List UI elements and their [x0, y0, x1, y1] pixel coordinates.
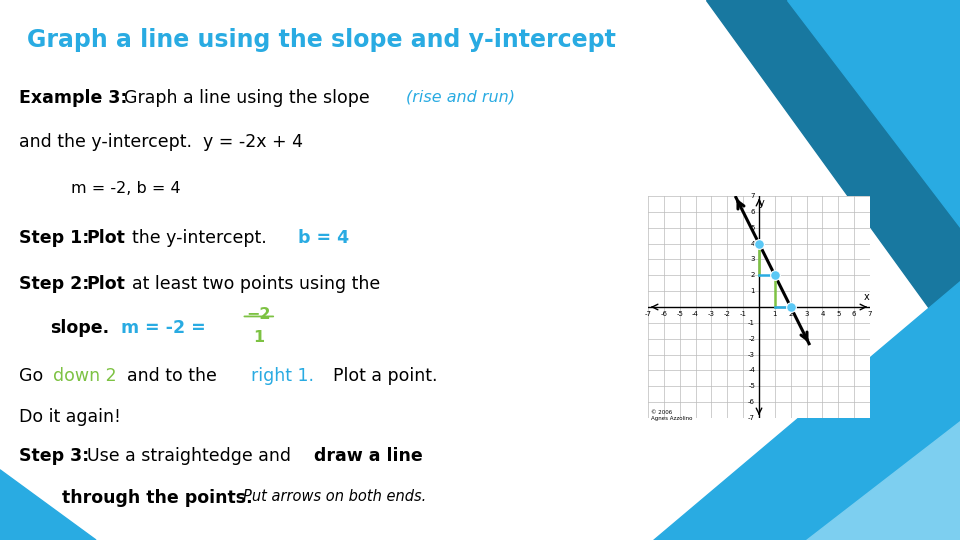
Text: 4: 4	[820, 311, 825, 317]
Text: 5: 5	[751, 225, 755, 231]
Text: and to the: and to the	[127, 367, 217, 385]
Text: m: m	[121, 319, 138, 337]
Text: x: x	[863, 292, 869, 302]
Text: -3: -3	[708, 311, 715, 317]
Text: 4: 4	[751, 241, 755, 247]
Text: 3: 3	[751, 256, 755, 262]
Text: y: y	[759, 198, 765, 207]
Text: 5: 5	[836, 311, 840, 317]
Text: = -2 =: = -2 =	[139, 319, 205, 337]
Text: -4: -4	[748, 367, 755, 374]
Text: Put arrows on both ends.: Put arrows on both ends.	[244, 489, 426, 504]
Text: slope.: slope.	[50, 319, 109, 337]
Text: b = 4: b = 4	[299, 229, 349, 247]
Polygon shape	[806, 421, 960, 540]
Text: Step 2:: Step 2:	[19, 275, 89, 293]
Text: -2: -2	[724, 311, 731, 317]
Polygon shape	[787, 0, 960, 227]
Text: the y-intercept.: the y-intercept.	[132, 229, 266, 247]
Text: Plot: Plot	[86, 275, 126, 293]
Text: Plot a point.: Plot a point.	[332, 367, 437, 385]
Text: 1: 1	[253, 330, 264, 345]
Text: Graph a line using the slope and y-intercept: Graph a line using the slope and y-inter…	[28, 29, 616, 52]
Text: Go: Go	[19, 367, 43, 385]
Polygon shape	[653, 281, 960, 540]
Text: 2: 2	[751, 272, 755, 278]
Text: −2: −2	[247, 307, 271, 322]
Text: 6: 6	[751, 209, 755, 215]
Text: through the points.: through the points.	[62, 489, 252, 507]
Text: Graph a line using the slope: Graph a line using the slope	[124, 89, 370, 107]
Text: Plot: Plot	[86, 229, 126, 247]
Text: -6: -6	[748, 399, 755, 405]
Text: -2: -2	[748, 336, 755, 342]
Text: 1: 1	[751, 288, 755, 294]
Text: right 1.: right 1.	[252, 367, 315, 385]
Text: Step 3:: Step 3:	[19, 447, 89, 465]
Text: 7: 7	[751, 193, 755, 199]
Text: -7: -7	[644, 311, 652, 317]
Text: 7: 7	[868, 311, 873, 317]
Text: 1: 1	[773, 311, 777, 317]
Text: 6: 6	[852, 311, 856, 317]
Text: -5: -5	[748, 383, 755, 389]
Text: -1: -1	[739, 311, 747, 317]
Text: m = -2, b = 4: m = -2, b = 4	[71, 181, 181, 196]
Polygon shape	[706, 0, 960, 351]
Text: and the y-intercept.  y = -2x + 4: and the y-intercept. y = -2x + 4	[19, 133, 303, 151]
Text: draw a line: draw a line	[314, 447, 422, 465]
Text: Example 3:: Example 3:	[19, 89, 128, 107]
Text: -5: -5	[676, 311, 684, 317]
Text: Do it again!: Do it again!	[19, 408, 121, 426]
Text: -6: -6	[660, 311, 667, 317]
Text: -7: -7	[748, 415, 755, 421]
Text: Use a straightedge and: Use a straightedge and	[86, 447, 291, 465]
Polygon shape	[0, 470, 96, 540]
Text: -1: -1	[748, 320, 755, 326]
Text: Step 1:: Step 1:	[19, 229, 89, 247]
Text: © 2006
Agnes Azzolino: © 2006 Agnes Azzolino	[651, 410, 693, 421]
Text: 2: 2	[788, 311, 793, 317]
Text: 3: 3	[804, 311, 809, 317]
Text: -3: -3	[748, 352, 755, 357]
Text: (rise and run): (rise and run)	[406, 89, 516, 104]
Text: -4: -4	[692, 311, 699, 317]
Text: at least two points using the: at least two points using the	[132, 275, 380, 293]
Text: down 2: down 2	[53, 367, 116, 385]
